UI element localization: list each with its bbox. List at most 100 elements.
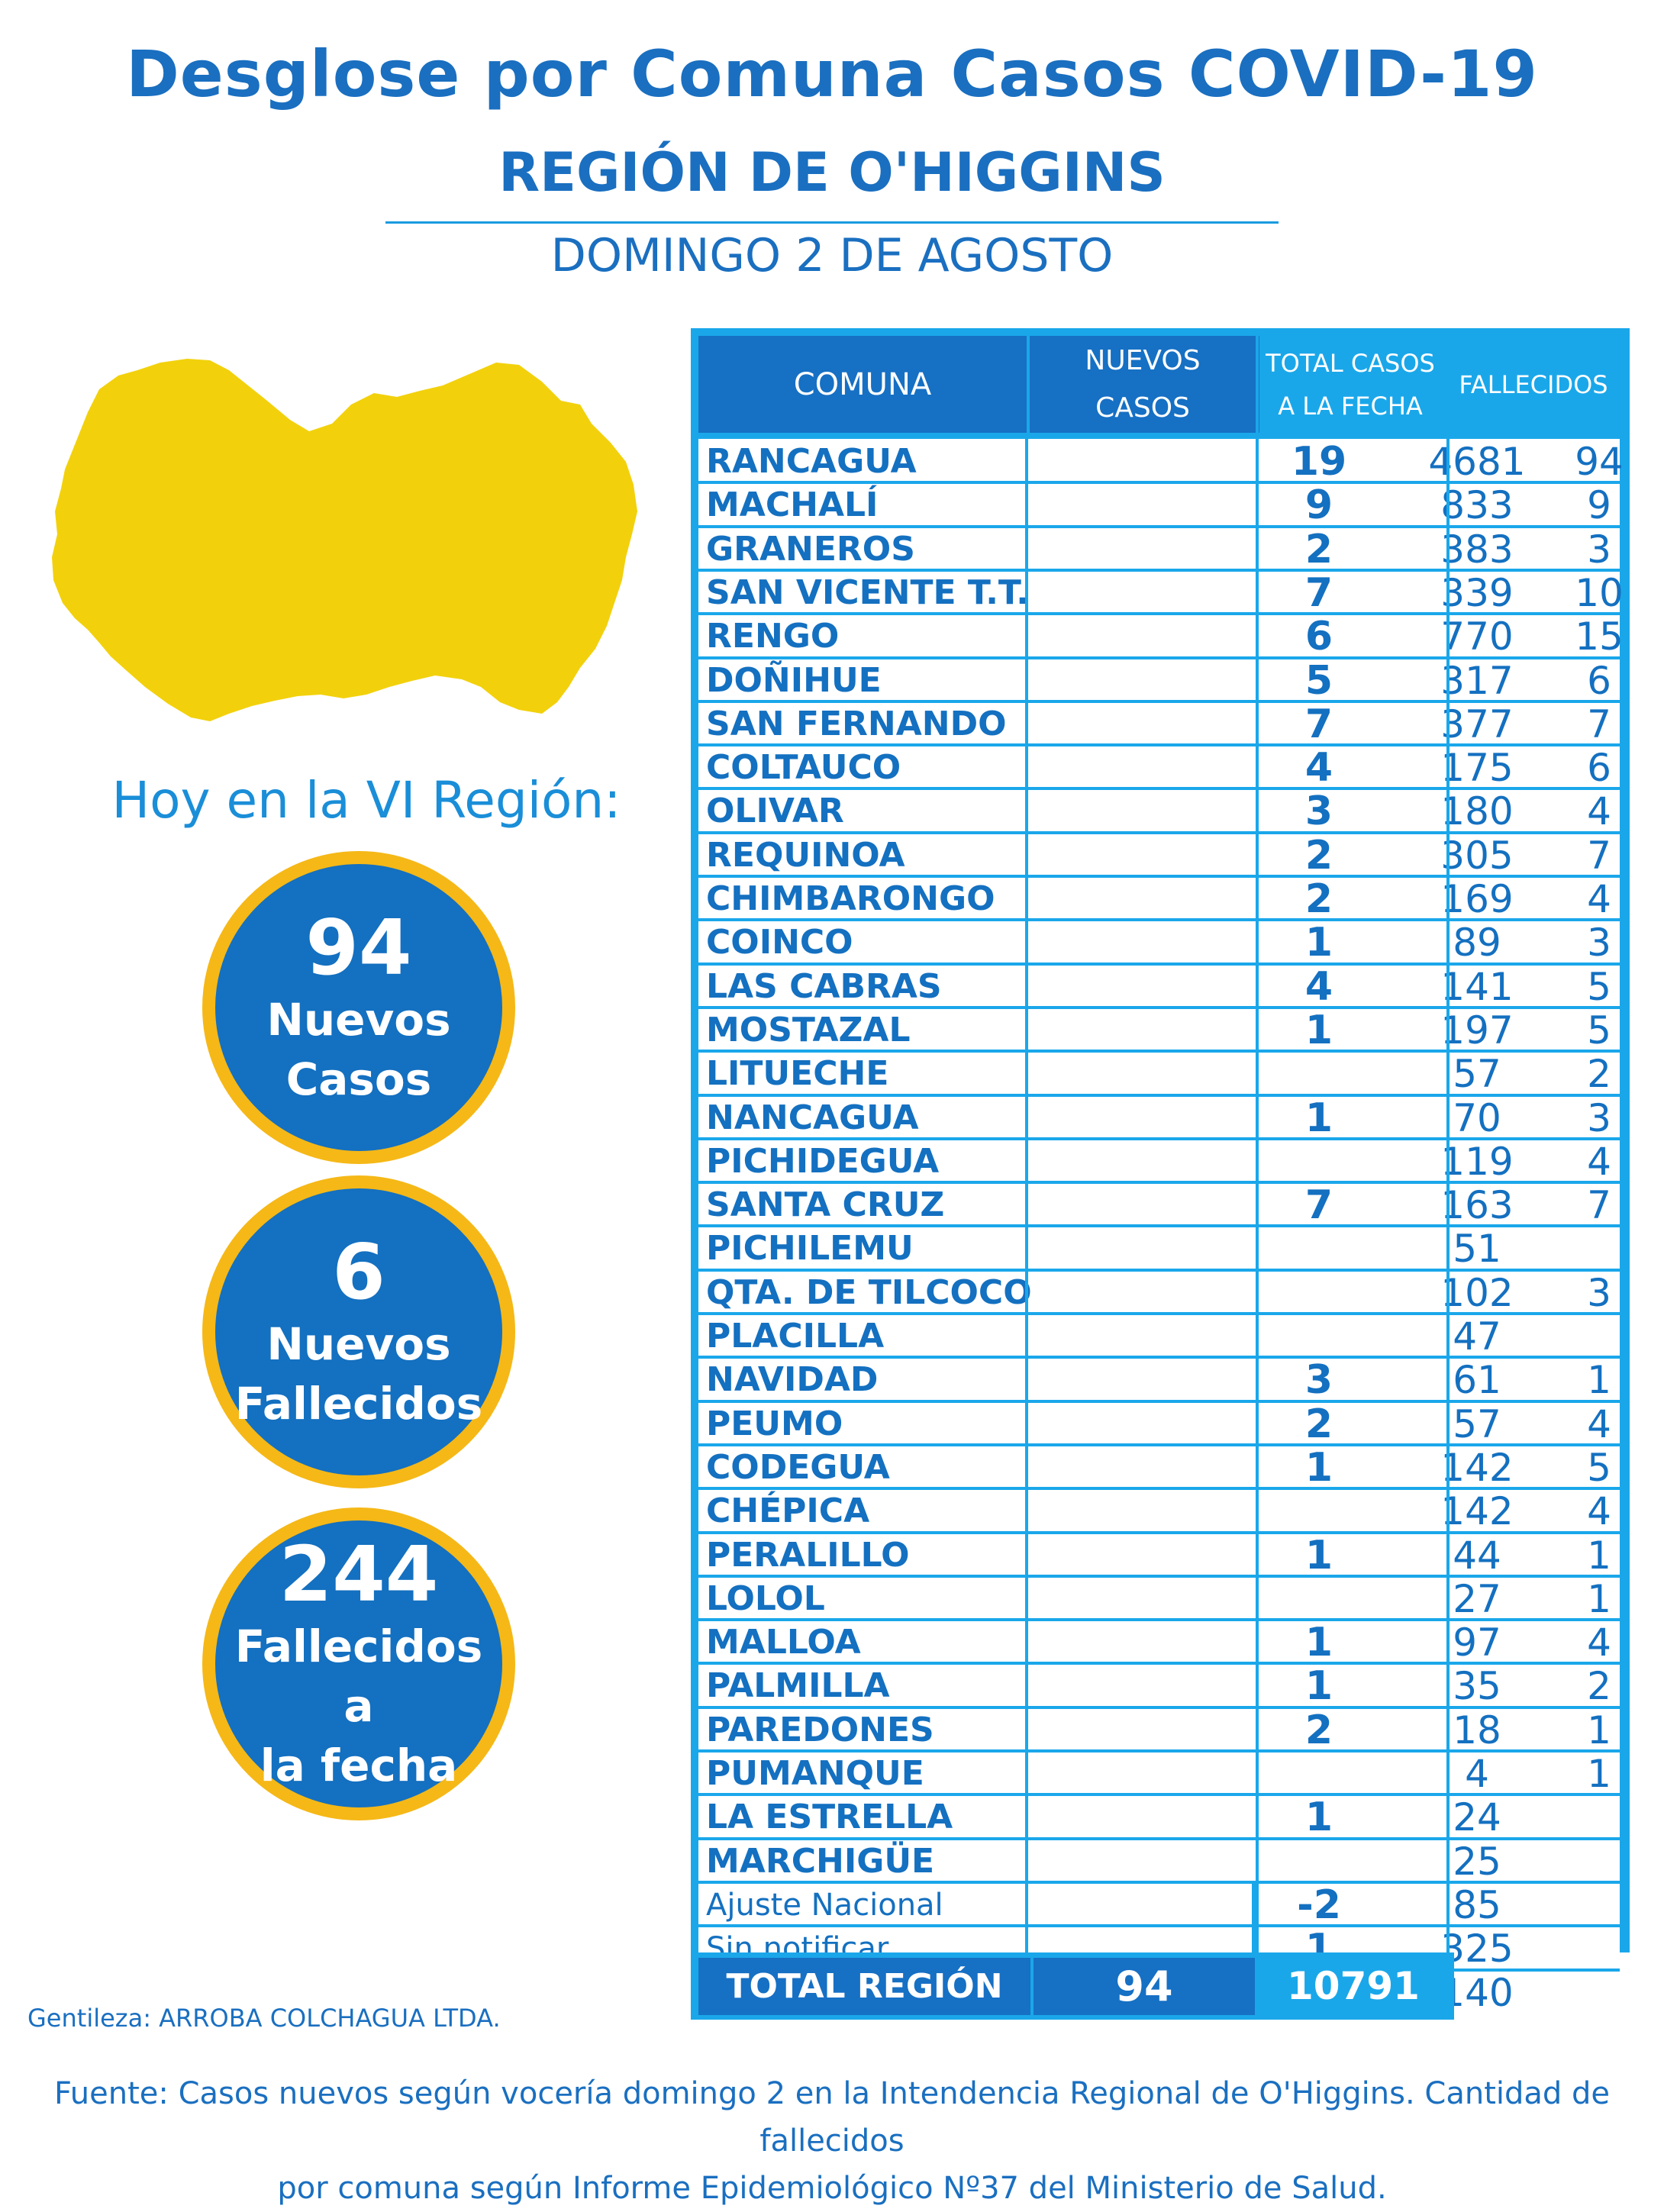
page-title: Desglose por Comuna Casos COVID-19 xyxy=(126,37,1538,111)
comuna-cell: PICHILEMU xyxy=(706,1229,914,1269)
row-divider xyxy=(698,1356,1620,1359)
new-cases-cell xyxy=(1262,1315,1376,1358)
table-frame-gap xyxy=(1450,1978,1630,2053)
new-cases-cell: 1 xyxy=(1304,1663,1333,1710)
comuna-cell: Ajuste Nacional xyxy=(706,1887,943,1923)
total-cases-cell: 24 xyxy=(1453,1795,1501,1840)
row-divider xyxy=(698,1924,1620,1928)
new-cases-cell xyxy=(1262,1140,1376,1183)
header-fallecidos: FALLECIDOS xyxy=(1442,336,1625,433)
comuna-cell: MARCHIGÜE xyxy=(706,1841,935,1881)
deaths-cell xyxy=(1569,1315,1630,1358)
header-nuevos-line1: NUEVOS xyxy=(1085,344,1201,376)
new-cases-cell: 3 xyxy=(1304,788,1333,835)
total-deaths-circle: 244 Fallecidos a la fecha xyxy=(202,1507,515,1820)
comuna-cell: MACHALÍ xyxy=(706,485,879,525)
deaths-cell: 4 xyxy=(1587,1620,1611,1665)
deaths-cell: 9 xyxy=(1587,483,1611,528)
row-divider xyxy=(698,1705,1620,1709)
deaths-cell: 1 xyxy=(1587,1752,1611,1796)
comuna-cell: GRANEROS xyxy=(706,529,915,569)
total-cases-cell: 833 xyxy=(1440,483,1514,528)
new-cases-cell: 2 xyxy=(1304,832,1333,879)
deaths-cell: 4 xyxy=(1587,789,1611,834)
deaths-cell: 7 xyxy=(1587,1183,1611,1228)
row-divider xyxy=(698,1050,1620,1053)
row-divider xyxy=(698,481,1620,485)
comuna-cell: PUMANQUE xyxy=(706,1754,924,1793)
report-date: DOMINGO 2 DE AGOSTO xyxy=(550,229,1114,282)
new-cases-cell: 4 xyxy=(1304,745,1333,792)
title-divider xyxy=(385,221,1279,224)
total-deaths-label-2: la fecha xyxy=(260,1740,458,1791)
total-cases-cell: 44 xyxy=(1453,1533,1501,1578)
summary-heading: Hoy en la VI Región: xyxy=(111,771,621,830)
deaths-cell: 2 xyxy=(1587,1052,1611,1097)
row-divider xyxy=(698,1793,1620,1797)
total-cases-cell: 57 xyxy=(1453,1401,1501,1446)
new-cases-cell: 1 xyxy=(1304,1444,1333,1491)
deaths-cell xyxy=(1569,1796,1630,1839)
row-divider xyxy=(698,699,1620,703)
deaths-cell: 1 xyxy=(1587,1358,1611,1403)
new-cases-cell xyxy=(1262,1227,1376,1270)
header-nuevos-line2: CASOS xyxy=(1095,392,1190,424)
total-cases-cell: 163 xyxy=(1440,1183,1514,1228)
comuna-cell: NANCAGUA xyxy=(706,1098,919,1137)
total-cases-cell: 57 xyxy=(1453,1052,1501,1097)
cases-table: COMUNA NUEVOS CASOS TOTAL CASOS A LA FEC… xyxy=(691,328,1630,2053)
comuna-cell: LAS CABRAS xyxy=(706,966,942,1006)
deaths-cell: 15 xyxy=(1575,614,1624,659)
total-cases-cell: 383 xyxy=(1440,527,1514,572)
comuna-cell: SANTA CRUZ xyxy=(706,1185,945,1225)
deaths-cell: 3 xyxy=(1587,1095,1611,1140)
row-divider xyxy=(698,1618,1620,1622)
new-cases-cell xyxy=(1262,1578,1376,1620)
source-line-2: por comuna según Informe Epidemiológico … xyxy=(277,2171,1387,2206)
header-total-line1: TOTAL CASOS xyxy=(1266,348,1435,378)
column-divider xyxy=(1025,439,1028,2014)
comuna-cell: LA ESTRELLA xyxy=(706,1798,953,1837)
row-divider xyxy=(698,918,1620,922)
row-divider xyxy=(698,1836,1620,1840)
deaths-cell: 10 xyxy=(1575,570,1624,615)
comuna-cell: QTA. DE TILCOCO xyxy=(706,1272,1032,1312)
total-cases-cell: 169 xyxy=(1440,877,1514,921)
comuna-cell: CODEGUA xyxy=(706,1447,890,1487)
row-divider xyxy=(698,743,1620,747)
row-divider xyxy=(698,1005,1620,1009)
new-deaths-label-1: Nuevos xyxy=(266,1318,451,1370)
deaths-cell: 6 xyxy=(1587,746,1611,791)
new-cases-cell: 9 xyxy=(1304,482,1333,529)
new-cases-label-2: Casos xyxy=(285,1053,432,1105)
comuna-cell: NAVIDAD xyxy=(706,1360,879,1400)
source-note: Fuente: Casos nuevos según vocería domin… xyxy=(0,2070,1664,2212)
row-divider xyxy=(698,524,1620,528)
total-cases-cell: 97 xyxy=(1453,1620,1501,1665)
total-cases-cell: 89 xyxy=(1453,921,1501,966)
total-cases-cell: 305 xyxy=(1440,833,1514,878)
table-header-dark xyxy=(698,336,1259,433)
deaths-cell: 3 xyxy=(1587,1270,1611,1315)
comuna-cell: PLACILLA xyxy=(706,1317,885,1356)
total-cases-cell: 317 xyxy=(1440,658,1514,703)
new-cases-cell: 7 xyxy=(1304,1182,1333,1229)
total-cases-cell: 27 xyxy=(1453,1576,1501,1621)
header-fallecidos-label: FALLECIDOS xyxy=(1459,369,1608,399)
comuna-cell: PALMILLA xyxy=(706,1666,890,1706)
total-cases-cell: 141 xyxy=(1440,964,1514,1009)
comuna-cell: PAREDONES xyxy=(706,1710,934,1749)
header-separator xyxy=(1027,336,1030,433)
new-cases-cell xyxy=(1262,1053,1376,1095)
row-divider xyxy=(698,1487,1620,1491)
total-cases-cell: 25 xyxy=(1453,1839,1501,1884)
deaths-cell xyxy=(1569,1227,1630,1270)
comuna-cell: COLTAUCO xyxy=(706,748,901,788)
row-divider xyxy=(698,1181,1620,1185)
total-cases-cell: 4 xyxy=(1465,1752,1489,1796)
row-divider xyxy=(698,656,1620,659)
comuna-cell: SAN VICENTE T.T. xyxy=(706,572,1029,612)
total-cases-to-date: 10791 xyxy=(1287,1964,1420,2008)
total-cases-cell: 4681 xyxy=(1428,440,1526,484)
comuna-cell: PEUMO xyxy=(706,1404,843,1443)
